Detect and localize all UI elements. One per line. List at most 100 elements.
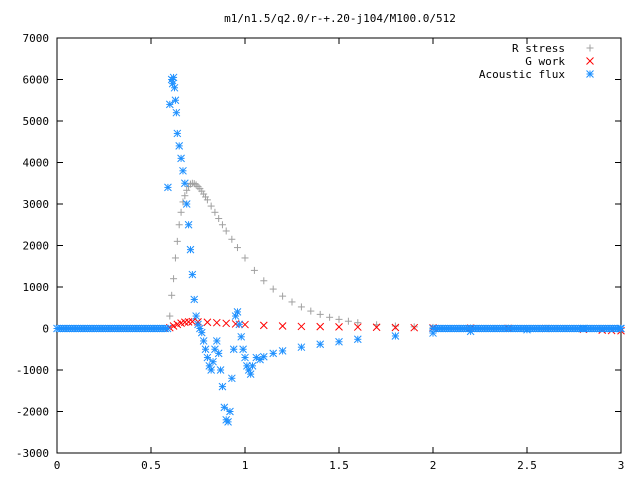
data-point	[207, 366, 216, 374]
data-point	[391, 323, 400, 332]
data-point	[259, 352, 268, 361]
data-point	[216, 366, 225, 374]
data-point	[188, 270, 197, 279]
data-point	[228, 235, 236, 243]
ticks: -3000 -2000 -1000 0 1000 2000 3000 4000 5000 6000…	[16, 32, 624, 472]
data-point	[169, 73, 178, 82]
axes	[56, 37, 622, 454]
data-point	[190, 295, 199, 304]
data-point	[177, 154, 185, 163]
data-point	[326, 313, 334, 321]
data-point	[278, 347, 287, 355]
y-tick-label: 5000	[23, 115, 50, 128]
data-point	[215, 215, 223, 223]
data-point	[269, 285, 277, 293]
x-tick-label: 2.5	[517, 459, 537, 472]
data-point	[391, 322, 399, 330]
data-point	[173, 129, 182, 138]
data-point	[192, 312, 200, 320]
data-point	[279, 292, 287, 300]
data-point	[220, 403, 229, 412]
data-point	[229, 345, 238, 354]
y-tick-label: 7000	[23, 32, 50, 45]
series-2	[164, 73, 625, 426]
data-point	[192, 181, 200, 189]
data-point	[212, 318, 221, 327]
data-point	[181, 192, 189, 200]
data-point	[209, 357, 217, 366]
series-0	[166, 179, 616, 332]
data-point	[241, 254, 249, 262]
data-point	[278, 322, 287, 330]
data-point	[173, 237, 181, 245]
data-point	[170, 275, 178, 283]
legend-label: Acoustic flux	[479, 68, 565, 81]
y-tick-label: 2000	[23, 240, 50, 253]
data-point	[182, 200, 191, 208]
y-tick-label: 6000	[23, 74, 50, 87]
x-tick-label: 0	[54, 459, 61, 472]
data-point	[616, 324, 625, 333]
data-point	[256, 355, 264, 364]
data-point	[224, 418, 232, 426]
data-point	[172, 108, 181, 117]
data-point	[335, 337, 343, 346]
data-point	[201, 345, 210, 354]
data-point	[410, 323, 418, 331]
data-point	[316, 310, 324, 318]
data-point	[184, 318, 193, 326]
y-tick-label: -1000	[16, 364, 49, 377]
data-point	[163, 324, 172, 333]
series-layer	[53, 73, 625, 426]
data-point	[239, 345, 247, 354]
data-point	[218, 382, 227, 391]
data-point	[372, 323, 381, 332]
data-point	[184, 220, 193, 229]
data-point	[203, 318, 212, 327]
data-point	[260, 277, 268, 285]
data-point	[354, 319, 362, 327]
data-point	[269, 349, 278, 358]
legend-marker	[586, 70, 594, 78]
series-1	[165, 317, 625, 335]
data-point	[199, 337, 208, 345]
data-point	[235, 320, 244, 329]
data-point	[175, 142, 184, 150]
data-point	[171, 254, 179, 262]
data-point	[391, 332, 400, 340]
data-point	[259, 321, 268, 330]
y-tick-label: -3000	[16, 447, 49, 460]
y-tick-label: 0	[42, 323, 49, 336]
legend-marker	[586, 44, 594, 52]
data-point	[316, 322, 325, 331]
data-point	[186, 245, 195, 254]
data-point	[233, 244, 241, 252]
data-point	[222, 227, 230, 235]
data-point	[250, 266, 258, 274]
data-point	[410, 323, 419, 332]
data-point	[335, 322, 343, 331]
zero-baseline	[53, 324, 625, 333]
data-point	[165, 100, 174, 109]
x-tick-label: 1.5	[329, 459, 349, 472]
data-point	[212, 337, 221, 345]
data-point	[316, 340, 325, 349]
data-point	[353, 323, 362, 331]
data-point	[211, 208, 219, 216]
data-point	[183, 186, 191, 194]
data-point	[222, 319, 231, 328]
data-point	[237, 332, 246, 341]
data-point	[203, 196, 211, 204]
legend-label: R stress	[512, 42, 565, 55]
plot-frame	[56, 37, 622, 454]
data-point	[297, 322, 306, 331]
data-point	[177, 208, 185, 216]
data-point	[307, 307, 315, 315]
data-point	[241, 320, 249, 329]
data-point	[335, 315, 343, 323]
data-point	[164, 183, 172, 192]
data-point	[233, 308, 242, 316]
chart-title: m1/n1.5/q2.0/r-+.20-j104/M100.0/512	[224, 12, 456, 25]
